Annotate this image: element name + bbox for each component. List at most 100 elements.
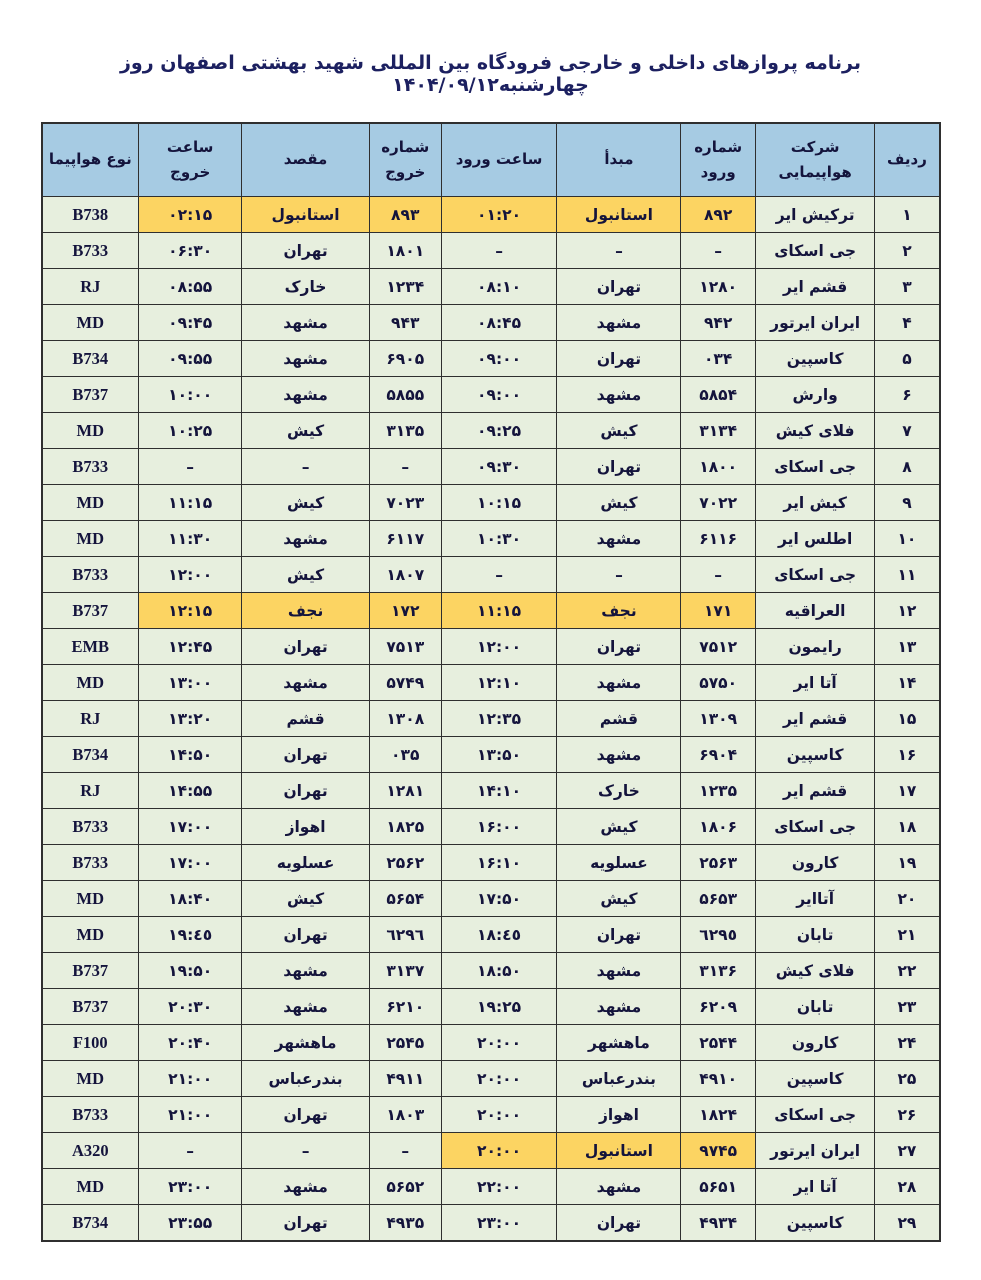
cell-airline: کارون [754, 844, 876, 881]
cell-dep_no: – [368, 448, 442, 485]
cell-dest: نجف [241, 592, 370, 629]
cell-dep_time: ۱۰:۰۰ [138, 376, 243, 413]
cell-dest: مشهد [241, 664, 370, 701]
cell-aircraft: MD [40, 484, 140, 521]
cell-dest: کیش [241, 556, 370, 593]
cell-dep_time: ۱۲:۰۰ [138, 556, 243, 593]
flight-schedule-table: ردیف شرکت هواپیمایی شماره ورود مبدأ ساعت ورو… [40, 122, 941, 1242]
cell-airline: فلای کیش [754, 412, 876, 449]
cell-dest: تهران [241, 1096, 370, 1133]
cell-origin: مشهد [556, 304, 682, 341]
cell-arr_time: ۲۰:۰۰ [440, 1024, 558, 1061]
cell-arr_time: ۱۲:۱۰ [440, 664, 558, 701]
cell-arr_no: ۵۷۵۰ [680, 664, 756, 701]
cell-origin: مشهد [556, 664, 682, 701]
cell-aircraft: RJ [40, 700, 140, 737]
table-row: ۲۶ جی اسکای ۱۸۲۴ اهواز ۲۰:۰۰ ۱۸۰۳ تهران ۲۱:۰۰ B7… [40, 1096, 940, 1133]
cell-origin: استانبول [556, 196, 682, 233]
cell-dest: کیش [241, 484, 370, 521]
cell-dep_no: ۰۳۵ [368, 736, 442, 773]
cell-origin: کیش [556, 808, 682, 845]
table-row: ۸ جی اسکای ۱۸۰۰ تهران ۰۹:۳۰– – – B733 [40, 448, 940, 485]
cell-aircraft: B733 [40, 556, 140, 593]
cell-airline: جی اسکای [754, 232, 876, 269]
cell-dep_time: ۲۳:۰۰ [138, 1168, 243, 1205]
cell-radif: ۲۷ [874, 1132, 940, 1169]
col-header-aircraft: نوع هواپیما [40, 122, 140, 197]
cell-dep_no: ۵۸۵۵ [368, 376, 442, 413]
cell-radif: ۲۹ [874, 1204, 940, 1242]
cell-aircraft: B733 [40, 232, 140, 269]
cell-arr_time: ١٨:٤٥ [440, 916, 558, 953]
cell-radif: ۲۶ [874, 1096, 940, 1133]
cell-airline: ترکیش ایر [754, 196, 876, 233]
cell-origin: مشهد [556, 1168, 682, 1205]
cell-radif: ۲۵ [874, 1060, 940, 1097]
cell-origin: بندرعباس [556, 1060, 682, 1097]
cell-dep_no: ۱۸۰۷ [368, 556, 442, 593]
cell-dep_no: ۲۵۶۲ [368, 844, 442, 881]
cell-dep_time: ۱۰:۲۵ [138, 412, 243, 449]
col-header-dest: مقصد [241, 122, 370, 197]
cell-radif: ۶ [874, 376, 940, 413]
cell-origin: مشهد [556, 988, 682, 1025]
cell-radif: ۷ [874, 412, 940, 449]
cell-arr_time: ۰۸:۱۰ [440, 268, 558, 305]
table-row: ۲۳ تابان ۶۲۰۹ مشهد ۱۹:۲۵ ۶۲۱۰ مشهد ۲۰:۳۰ B737 [40, 988, 940, 1025]
cell-origin: تهران [556, 448, 682, 485]
cell-aircraft: B733 [40, 1096, 140, 1133]
cell-arr_no: ۵۶۵۳ [680, 880, 756, 917]
cell-airline: وارش [754, 376, 876, 413]
cell-dest: کیش [241, 412, 370, 449]
cell-radif: ۵ [874, 340, 940, 377]
cell-dep_time: ۱۸:۴۰ [138, 880, 243, 917]
col-header-dep_no: شماره خروج [368, 122, 442, 197]
cell-dep_time: ۱۳:۰۰ [138, 664, 243, 701]
cell-dest: مشهد [241, 376, 370, 413]
cell-origin: – [556, 556, 682, 593]
cell-radif: ۱۰ [874, 520, 940, 557]
cell-dest: ماهشهر [241, 1024, 370, 1061]
cell-dep_time: ۱۷:۰۰ [138, 844, 243, 881]
cell-dep_time: ۲۰:۴۰ [138, 1024, 243, 1061]
cell-dep_no: ۱۸۲۵ [368, 808, 442, 845]
cell-aircraft: B733 [40, 844, 140, 881]
col-header-radif: ردیف [874, 122, 940, 197]
cell-arr_time: ۱۸:۵۰ [440, 952, 558, 989]
cell-arr_time: ۰۹:۰۰ [440, 376, 558, 413]
cell-arr_time: ۰۹:۰۰ [440, 340, 558, 377]
cell-aircraft: MD [40, 1060, 140, 1097]
cell-airline: قشم ایر [754, 268, 876, 305]
cell-arr_time: ۱۶:۱۰ [440, 844, 558, 881]
cell-radif: ۴ [874, 304, 940, 341]
cell-dep_time: ۱۲:۱۵ [138, 592, 243, 629]
cell-arr_no: ۶۹۰۴ [680, 736, 756, 773]
cell-arr_time: ۲۰:۰۰ [440, 1060, 558, 1097]
cell-arr_time: ۱۶:۰۰ [440, 808, 558, 845]
table-row: ۱۵ قشم ایر ۱۳۰۹ قشم ۱۲:۳۵ ۱۳۰۸ قشم ۱۳:۲۰ RJ [40, 700, 940, 737]
cell-airline: رایمون [754, 628, 876, 665]
cell-radif: ۲۲ [874, 952, 940, 989]
cell-arr_time: ۲۰:۰۰ [440, 1132, 558, 1169]
cell-dep_no: ۱۸۰۳ [368, 1096, 442, 1133]
table-header: ردیف شرکت هواپیمایی شماره ورود مبدأ ساعت ورو… [40, 122, 940, 197]
cell-dep_no: ۵۶۵۲ [368, 1168, 442, 1205]
cell-radif: ۹ [874, 484, 940, 521]
cell-dest: تهران [241, 1204, 370, 1242]
table-row: ۶ وارش ۵۸۵۴ مشهد ۰۹:۰۰ ۵۸۵۵ مشهد ۱۰:۰۰ B737 [40, 376, 940, 413]
cell-origin: تهران [556, 1204, 682, 1242]
cell-dep_no: ۳۱۳۷ [368, 952, 442, 989]
cell-radif: ۳ [874, 268, 940, 305]
cell-dep_time: ۲۰:۳۰ [138, 988, 243, 1025]
cell-origin: – [556, 232, 682, 269]
table-row: ۱ ترکیش ایر ۸۹۲ استانبول ۰۱:۲۰ ۸۹۳ استانبول ۰۲:… [40, 196, 940, 233]
cell-origin: قشم [556, 700, 682, 737]
cell-airline: اطلس ایر [754, 520, 876, 557]
cell-dep_no: ۵۶۵۴ [368, 880, 442, 917]
cell-dep_no: ۷۰۲۳ [368, 484, 442, 521]
table-row: ۲۵ کاسپین ۴۹۱۰ بندرعباس ۲۰:۰۰ ۴۹۱۱ بندرعباس ۲۱:… [40, 1060, 940, 1097]
table-row: ۴ ایران ایرتور ۹۴۲ مشهد ۰۸:۴۵ ۹۴۳ مشهد ۰۹:۴۵ MD [40, 304, 940, 341]
cell-dep_no: ۶۹۰۵ [368, 340, 442, 377]
cell-arr_time: ۱۷:۵۰ [440, 880, 558, 917]
cell-radif: ۲۰ [874, 880, 940, 917]
